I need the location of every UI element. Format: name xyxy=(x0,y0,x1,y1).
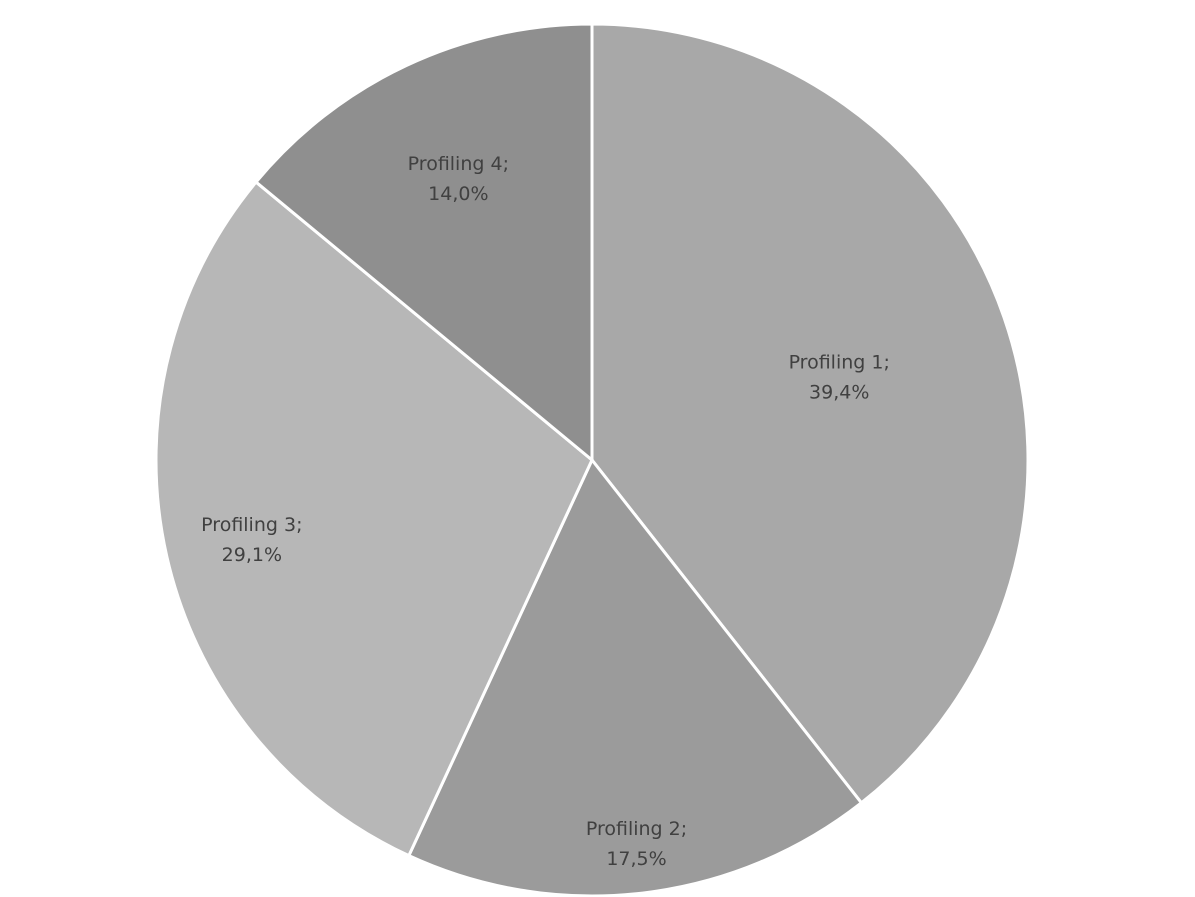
data-label: Profiling 4; 14,0% xyxy=(408,153,509,205)
data-label-value: 17,5% xyxy=(606,848,666,870)
data-label-category: Profiling 4; xyxy=(408,153,509,175)
data-label: Profiling 3; 29,1% xyxy=(201,514,302,566)
data-label-category: Profiling 2; xyxy=(586,818,687,840)
pie-slice xyxy=(253,22,594,464)
data-label: Profiling 2; 17,5% xyxy=(586,818,687,870)
data-label-value: 14,0% xyxy=(428,183,488,205)
data-label-category: Profiling 3; xyxy=(201,514,302,536)
pie-slice xyxy=(590,22,1030,805)
data-label-category: Profiling 1; xyxy=(789,351,890,373)
data-label: Profiling 1; 39,4% xyxy=(789,351,890,403)
pie-slice xyxy=(406,457,864,897)
data-label-value: 29,1% xyxy=(222,544,282,566)
data-label-value: 39,4% xyxy=(809,381,869,403)
pie-slice xyxy=(154,179,594,858)
